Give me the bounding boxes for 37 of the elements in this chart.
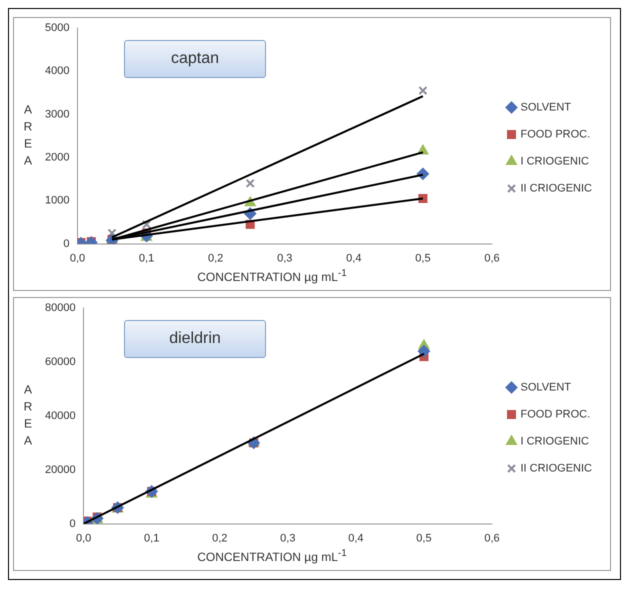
y-axis-title: AREA <box>24 102 33 168</box>
x-axis-title: CONCENTRATION µg mL$^{-1}$ <box>196 268 348 284</box>
x-tick-label: 0,2 <box>212 532 228 544</box>
x-tick-label: 0,0 <box>76 532 92 544</box>
legend-label: FOOD PROC. <box>520 128 590 141</box>
y-tick-label: 3000 <box>44 108 70 120</box>
y-axis-title: AREA <box>24 382 33 448</box>
y-tick-label: 40000 <box>44 410 76 422</box>
legend-label: SOLVENT <box>520 382 572 394</box>
x-tick-label: 0,6 <box>484 532 500 544</box>
x-tick-label: 0,0 <box>70 252 86 264</box>
y-tick-label: 4000 <box>44 65 70 78</box>
legend-label: SOLVENT <box>520 102 572 114</box>
y-tick-label: 1000 <box>44 194 70 207</box>
x-tick-label: 0,1 <box>144 532 160 544</box>
x-tick-label: 0,5 <box>415 252 431 264</box>
legend-label: II CRIOGENIC <box>520 182 592 195</box>
legend-label: FOOD PROC. <box>520 408 590 421</box>
y-tick-label: 0 <box>63 238 70 250</box>
legend-label: II CRIOGENIC <box>520 462 592 475</box>
x-tick-label: 0,5 <box>416 532 432 544</box>
legend-label: I CRIOGENIC <box>520 156 589 168</box>
x-tick-label: 0,4 <box>346 252 362 264</box>
x-tick-label: 0,3 <box>277 252 292 264</box>
x-tick-label: 0,1 <box>138 252 154 264</box>
y-tick-label: 5000 <box>44 22 70 34</box>
y-tick-label: 20000 <box>44 464 76 476</box>
y-tick-label: 80000 <box>44 302 76 314</box>
x-tick-label: 0,4 <box>348 532 364 544</box>
x-tick-label: 0,6 <box>484 252 500 264</box>
y-tick-label: 2000 <box>44 152 70 164</box>
y-tick-label: 60000 <box>44 356 76 368</box>
x-axis-title: CONCENTRATION µg mL$^{-1}$ <box>196 548 348 564</box>
x-tick-label: 0,2 <box>208 252 224 264</box>
legend-label: I CRIOGENIC <box>520 436 589 448</box>
y-tick-label: 0 <box>69 518 76 530</box>
x-tick-label: 0,3 <box>280 532 296 544</box>
